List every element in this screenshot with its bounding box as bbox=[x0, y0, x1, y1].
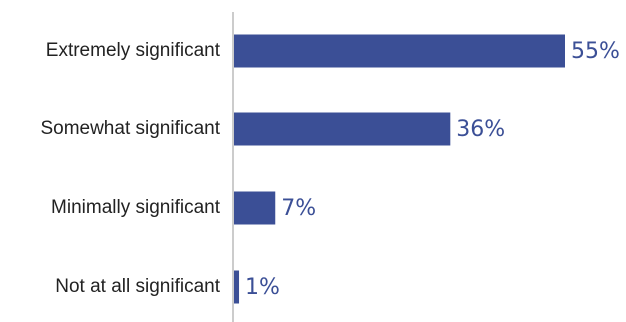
category-label-3: Not at all significant bbox=[55, 276, 220, 297]
bar-3 bbox=[233, 270, 240, 304]
bar-2 bbox=[233, 191, 276, 225]
category-label-2: Minimally significant bbox=[51, 197, 221, 218]
category-label-1: Somewhat significant bbox=[40, 118, 220, 139]
value-labels-group: 55% 36% 7% 1% bbox=[245, 39, 620, 300]
bars-group bbox=[233, 34, 565, 304]
value-label-0: 55% bbox=[571, 39, 620, 64]
value-label-3: 1% bbox=[245, 275, 280, 300]
bar-0 bbox=[233, 34, 565, 68]
category-label-0: Extremely significant bbox=[46, 40, 221, 61]
category-labels-group: Extremely significant Somewhat significan… bbox=[40, 40, 220, 297]
value-label-1: 36% bbox=[456, 117, 505, 142]
bar-1 bbox=[233, 112, 451, 146]
value-label-2: 7% bbox=[281, 196, 316, 221]
